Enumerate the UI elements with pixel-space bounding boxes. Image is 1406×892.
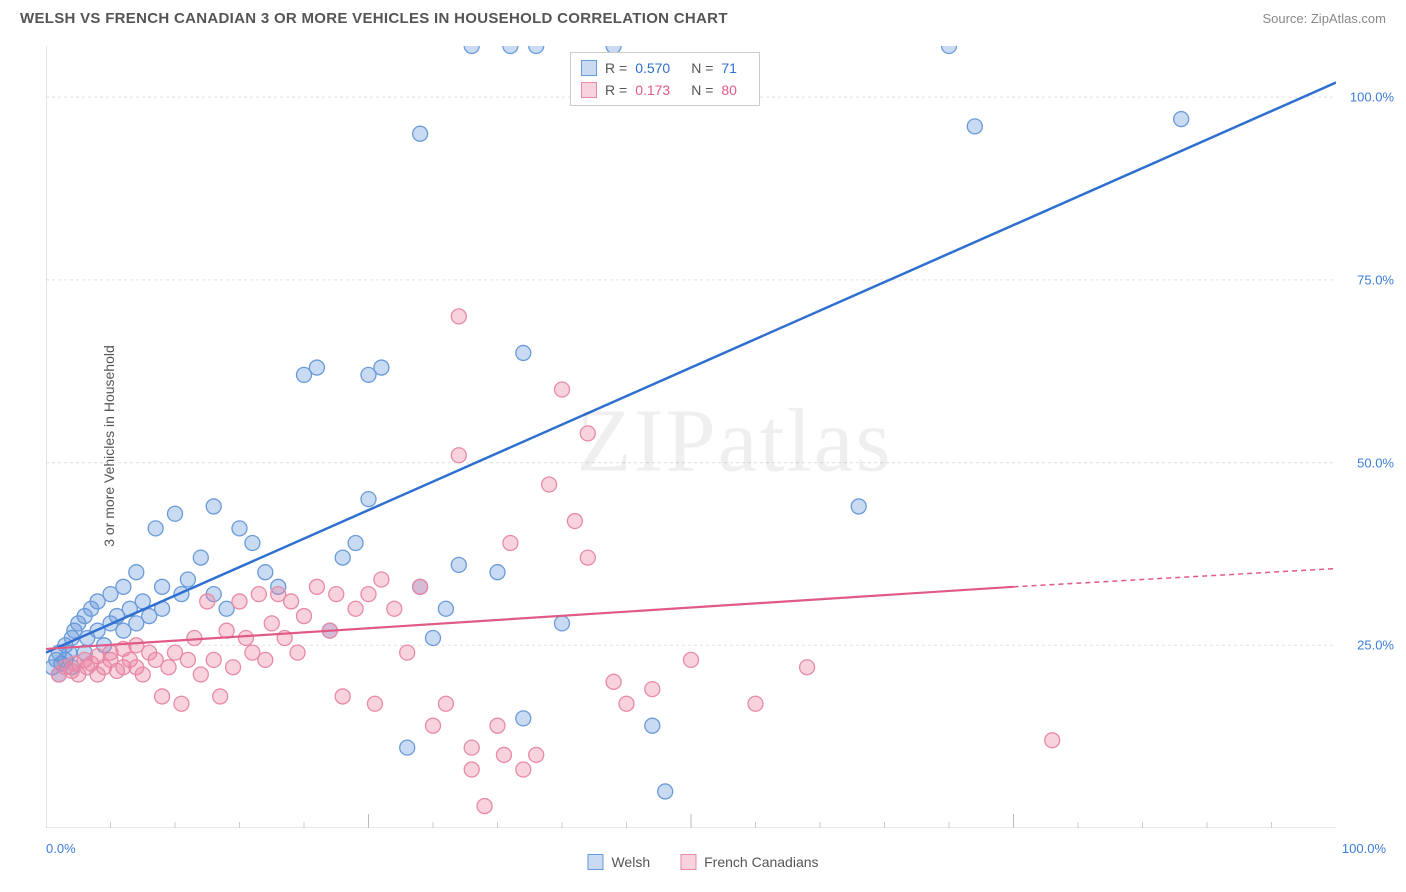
bottom-legend-item: French Canadians	[680, 854, 818, 870]
bottom-legend: Welsh French Canadians	[587, 854, 818, 870]
source-attribution: Source: ZipAtlas.com	[1262, 11, 1386, 26]
scatter-chart	[46, 46, 1336, 828]
legend-row: R = 0.173 N = 80	[581, 79, 749, 101]
y-tick-label: 100.0%	[1350, 90, 1394, 105]
bottom-legend-item: Welsh	[587, 854, 650, 870]
y-tick-label: 50.0%	[1357, 455, 1394, 470]
x-axis-max-label: 100.0%	[1342, 841, 1386, 856]
stats-legend: R = 0.570 N = 71 R = 0.173 N = 80	[570, 52, 760, 106]
y-tick-label: 75.0%	[1357, 272, 1394, 287]
y-tick-label: 25.0%	[1357, 638, 1394, 653]
x-axis-min-label: 0.0%	[46, 841, 76, 856]
legend-row: R = 0.570 N = 71	[581, 57, 749, 79]
chart-title: WELSH VS FRENCH CANADIAN 3 OR MORE VEHIC…	[20, 10, 728, 27]
